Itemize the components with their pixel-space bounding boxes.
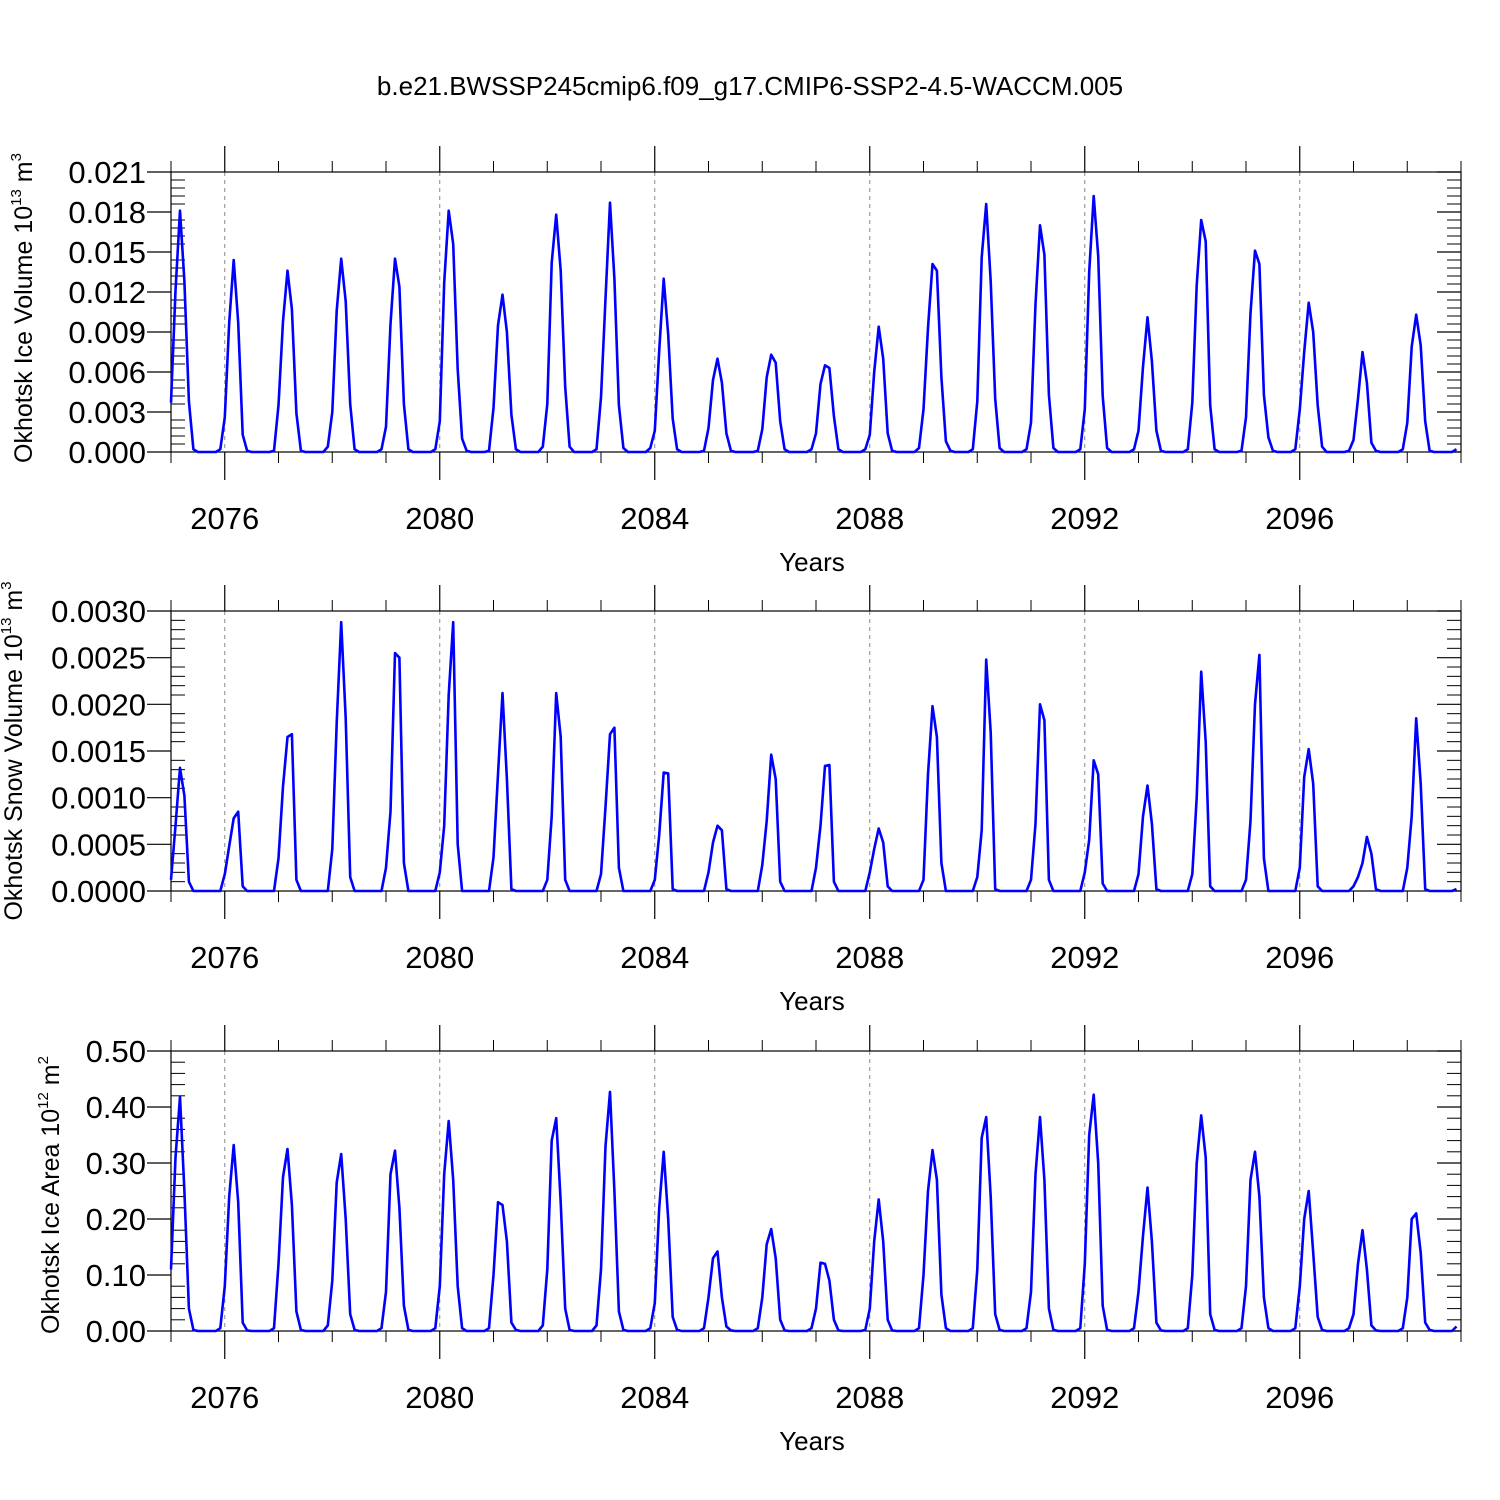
panel-2-xaxis-label: Years (779, 986, 845, 1016)
panel-3-xtick-label: 2096 (1265, 1380, 1334, 1415)
panel-2-xtick-label: 2092 (1050, 940, 1119, 975)
panel-2-series-line (169, 620, 1458, 893)
panel-1-ytick-label: 0.021 (68, 155, 146, 190)
panel-1-xtick-label: 2096 (1265, 501, 1334, 536)
panel-1-yaxis-label-unit-exponent: 3 (8, 153, 25, 161)
panel-1-xtick-label: 2092 (1050, 501, 1119, 536)
panel-2-frame (170, 610, 1462, 892)
panel-1-xtick-label: 2076 (190, 501, 259, 536)
panel-2-ytick-label: 0.0030 (51, 594, 146, 629)
panel-2-ytick-label: 0.0000 (51, 874, 146, 909)
panel-2: 2076 2080 2084 2088 2092 2096 0.0000 0.0005 0.00… (0, 581, 1462, 1016)
panel-3-xtick-label: 2084 (620, 1380, 689, 1415)
panel-2-yaxis-label: Okhotsk Snow Volume 1013 m3 (0, 581, 28, 920)
panel-2-xtick-label: 2088 (835, 940, 904, 975)
panel-1-yaxis-label: Okhotsk Ice Volume 1013 m3 (8, 153, 38, 463)
panel-2-ytick-label: 0.0015 (51, 734, 146, 769)
panel-2-ytick-label: 0.0025 (51, 641, 146, 676)
panel-2-yaxis-label-unit: m (0, 590, 28, 618)
panel-3-yaxis-label: Okhotsk Ice Area 1012 m2 (35, 1056, 65, 1334)
panel-1: 2076 2080 2084 2088 2092 2096 0.000 0.003 0.006 0… (8, 146, 1462, 577)
panels: 2076 2080 2084 2088 2092 20960.0000.0030.0060… (0, 146, 1462, 1456)
panel-1-yaxis-label-exponent: 13 (8, 189, 25, 206)
panel-1-ytick-label: 0.018 (68, 195, 146, 230)
panel-2-ytick-label: 0.0005 (51, 827, 146, 862)
panel-3: 2076 2080 2084 2088 2092 2096 0.00 0.10 0.20 0.30… (35, 1025, 1462, 1456)
panel-3-ytick-label: 0.10 (86, 1258, 146, 1293)
panel-2-xtick-label: 2096 (1265, 940, 1334, 975)
panel-3-xaxis-label: Years (779, 1426, 845, 1456)
panel-3-ytick-label: 0.50 (86, 1034, 146, 1069)
panel-1-ytick-label: 0.006 (68, 355, 146, 390)
panel-1-ytick-label: 0.009 (68, 315, 146, 350)
panel-1-ytick-label: 0.000 (68, 435, 146, 470)
panel-1-xtick-label: 2084 (620, 501, 689, 536)
panel-3-yaxis-label-text: Okhotsk Ice Area 10 (37, 1109, 65, 1334)
panel-3-ytick-label: 0.20 (86, 1202, 146, 1237)
panel-3-xtick-label: 2092 (1050, 1380, 1119, 1415)
panel-3-series-line (169, 1090, 1458, 1333)
panel-1-frame (170, 171, 1462, 453)
panel-3-yaxis-label-unit-exponent: 2 (35, 1056, 52, 1064)
panel-3-yaxis-label-exponent: 12 (35, 1092, 52, 1109)
panel-1-xaxis-label: Years (779, 547, 845, 577)
panel-2-yaxis-label-unit-exponent: 3 (0, 581, 15, 589)
panel-2-ytick-label: 0.0010 (51, 781, 146, 816)
panel-1-yaxis-label-text: Okhotsk Ice Volume 10 (10, 206, 38, 463)
panel-1-ytick-label: 0.012 (68, 275, 146, 310)
figure-title: b.e21.BWSSP245cmip6.f09_g17.CMIP6-SSP2-4… (377, 71, 1123, 101)
panel-3-xtick-label: 2080 (405, 1380, 474, 1415)
panel-3-ytick-label: 0.40 (86, 1090, 146, 1125)
panel-2-xtick-label: 2076 (190, 940, 259, 975)
panel-3-xtick-label: 2076 (190, 1380, 259, 1415)
panel-3-frame (170, 1050, 1462, 1332)
panel-2-yaxis-label-text: Okhotsk Snow Volume 10 (0, 634, 28, 920)
panel-2-yaxis-label-exponent: 13 (0, 618, 15, 635)
panel-1-xtick-label: 2088 (835, 501, 904, 536)
panel-3-ytick-label: 0.00 (86, 1314, 146, 1349)
panel-3-ytick-label: 0.30 (86, 1146, 146, 1181)
panel-2-xtick-label: 2084 (620, 940, 689, 975)
panel-1-ytick-label: 0.015 (68, 235, 146, 270)
panel-3-xtick-label: 2088 (835, 1380, 904, 1415)
panel-1-yaxis-label-unit: m (10, 161, 38, 189)
panel-2-xtick-label: 2080 (405, 940, 474, 975)
panel-1-ytick-label: 0.003 (68, 395, 146, 430)
panel-2-ytick-label: 0.0020 (51, 687, 146, 722)
panel-3-yaxis-label-unit: m (37, 1064, 65, 1092)
panel-1-xtick-label: 2080 (405, 501, 474, 536)
panel-1-series-line (169, 194, 1458, 454)
